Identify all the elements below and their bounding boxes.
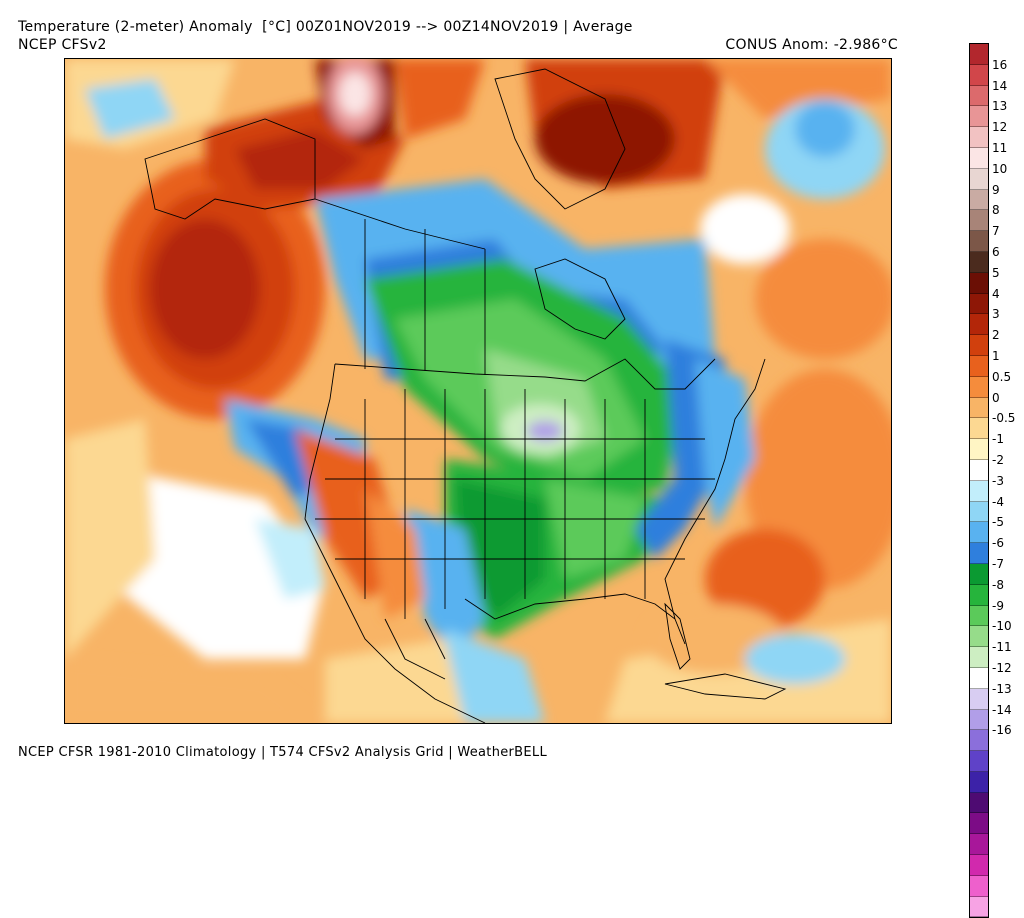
anomaly-shading	[65, 59, 891, 723]
model-label: NCEP CFSv2	[18, 37, 107, 53]
colorbar-tick-label: 12	[992, 120, 1008, 135]
colorbar-tick-label: -13	[992, 681, 1012, 696]
colorbar-swatch	[970, 730, 988, 752]
colorbar-tick-label: -9	[992, 598, 1004, 613]
colorbar-tick-label: -7	[992, 557, 1004, 571]
colorbar-swatch	[970, 418, 988, 440]
colorbar-tick-label: -10	[992, 619, 1012, 634]
colorbar-swatch	[970, 626, 988, 648]
colorbar-swatch	[970, 792, 988, 814]
colorbar-tick-label: 6	[992, 245, 1000, 259]
colorbar-swatch	[970, 376, 988, 398]
anomaly-map	[64, 58, 892, 724]
colorbar-swatch	[970, 168, 988, 190]
colorbar-swatch	[970, 834, 988, 856]
colorbar-tick-label: -12	[992, 661, 1012, 675]
colorbar-tick-label: 8	[992, 203, 1000, 218]
colorbar-swatch	[970, 127, 988, 148]
colorbar-tick-label: 4	[992, 286, 1000, 301]
colorbar-tick-label: 1	[992, 349, 1000, 363]
colorbar-tick-label: -1	[992, 432, 1004, 447]
colorbar-swatch	[970, 667, 988, 689]
colorbar-tick-label: -5	[992, 515, 1004, 530]
colorbar-tick-label: 0.5	[992, 369, 1012, 384]
colorbar-tick-label: -4	[992, 494, 1004, 509]
colorbar-tick-label: 13	[992, 99, 1008, 114]
colorbar-swatch	[970, 605, 988, 627]
colorbar-swatch	[970, 106, 988, 128]
colorbar-swatch	[970, 439, 988, 460]
colorbar-tick-label: -3	[992, 473, 1004, 488]
colorbar-tick-label: 5	[992, 265, 1000, 280]
colorbar-swatch	[970, 543, 988, 564]
colorbar-swatch	[970, 397, 988, 419]
colorbar-tick-label: 3	[992, 307, 1000, 322]
colorbar-tick-label: -0.5	[992, 411, 1016, 426]
colorbar-swatch	[970, 272, 988, 294]
colorbar-swatch	[970, 64, 988, 86]
colorbar-swatch	[970, 147, 988, 169]
boundary-lines	[144, 68, 787, 723]
colorbar-tick-label: -8	[992, 577, 1004, 592]
colorbar-swatch	[970, 335, 988, 356]
colorbar-swatch	[970, 231, 988, 252]
colorbar-tick-label: -6	[992, 536, 1004, 551]
colorbar-swatch	[970, 813, 988, 835]
colorbar-tick-label: 11	[992, 141, 1008, 155]
map-title: Temperature (2-meter) Anomaly [°C] 00Z01…	[18, 19, 633, 35]
colorbar-swatch	[970, 459, 988, 481]
colorbar-tick-label: -14	[992, 702, 1012, 717]
colorbar-tick-label: 10	[992, 161, 1008, 176]
colorbar-tick-label: 7	[992, 224, 1000, 239]
colorbar-tick-label: 14	[992, 78, 1008, 93]
colorbar-swatch	[970, 189, 988, 211]
anomaly-map-canvas	[65, 59, 891, 723]
colorbar-tick-label: 0	[992, 390, 1000, 405]
colorbar-swatch	[970, 751, 988, 772]
colorbar-swatch	[970, 688, 988, 710]
colorbar-swatch	[970, 771, 988, 793]
colorbar-swatch	[970, 44, 988, 65]
colorbar-swatch	[970, 501, 988, 523]
colorbar-swatch	[970, 855, 988, 876]
colorbar-swatch	[970, 875, 988, 897]
conus-anomaly-label: CONUS Anom: -2.986°C	[725, 37, 898, 53]
colorbar-swatch	[970, 896, 988, 918]
colorbar-swatch	[970, 210, 988, 232]
colorbar-swatch	[970, 314, 988, 336]
colorbar-tick-label: 9	[992, 182, 1000, 197]
colorbar-tick-label: -16	[992, 723, 1012, 738]
colorbar-tick-label: 16	[992, 57, 1008, 72]
colorbar-swatch	[970, 355, 988, 377]
colorbar-swatch	[970, 293, 988, 315]
colorbar-tick-label: 2	[992, 328, 1000, 343]
colorbar-swatch	[970, 480, 988, 502]
colorbar-swatch	[970, 563, 988, 585]
colorbar-tick-label: -2	[992, 453, 1004, 467]
colorbar-swatch	[970, 709, 988, 731]
colorbar	[969, 43, 989, 918]
colorbar-swatch	[970, 584, 988, 606]
colorbar-swatch	[970, 522, 988, 544]
colorbar-swatch	[970, 85, 988, 107]
colorbar-swatch	[970, 647, 988, 668]
footer-credits: NCEP CFSR 1981-2010 Climatology | T574 C…	[18, 745, 547, 760]
colorbar-swatch	[970, 251, 988, 273]
colorbar-tick-label: -11	[992, 640, 1012, 655]
